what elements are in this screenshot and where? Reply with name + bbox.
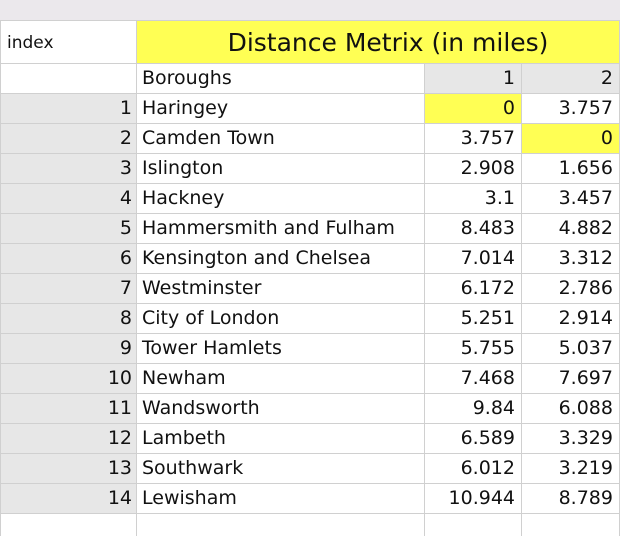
borough-name-cell[interactable]: Islington	[137, 154, 425, 184]
distance-cell-col2[interactable]: 6.088	[522, 394, 620, 424]
row-index-cell[interactable]: 12	[0, 424, 137, 454]
row-index-cell[interactable]: 13	[0, 454, 137, 484]
borough-name-cell[interactable]: Westminster	[137, 274, 425, 304]
row-index-cell[interactable]: 11	[0, 394, 137, 424]
distance-cell-col2[interactable]: 3.757	[522, 94, 620, 124]
row-index-cell[interactable]: 4	[0, 184, 137, 214]
distance-cell-col1[interactable]: 6.172	[425, 274, 522, 304]
borough-name-cell[interactable]: Kensington and Chelsea	[137, 244, 425, 274]
empty-cell[interactable]	[425, 514, 522, 536]
empty-header-cell[interactable]	[0, 64, 137, 94]
distance-cell-col2[interactable]: 2.786	[522, 274, 620, 304]
distance-cell-col1[interactable]: 3.757	[425, 124, 522, 154]
distance-cell-col2[interactable]: 7.697	[522, 364, 620, 394]
borough-name-cell[interactable]: Newham	[137, 364, 425, 394]
distance-cell-col1[interactable]: 0	[425, 94, 522, 124]
col-header-2[interactable]: 2	[522, 64, 620, 94]
empty-cell[interactable]	[0, 514, 137, 536]
distance-cell-col1[interactable]: 5.251	[425, 304, 522, 334]
borough-name-cell[interactable]: Southwark	[137, 454, 425, 484]
top-band	[0, 0, 620, 20]
distance-cell-col1[interactable]: 3.1	[425, 184, 522, 214]
distance-cell-col1[interactable]: 8.483	[425, 214, 522, 244]
distance-cell-col1[interactable]: 6.012	[425, 454, 522, 484]
borough-name-cell[interactable]: Hackney	[137, 184, 425, 214]
row-index-cell[interactable]: 8	[0, 304, 137, 334]
distance-cell-col1[interactable]: 6.589	[425, 424, 522, 454]
distance-cell-col2[interactable]: 0	[522, 124, 620, 154]
distance-cell-col1[interactable]: 5.755	[425, 334, 522, 364]
distance-cell-col2[interactable]: 3.219	[522, 454, 620, 484]
borough-name-cell[interactable]: Wandsworth	[137, 394, 425, 424]
row-index-cell[interactable]: 1	[0, 94, 137, 124]
borough-name-cell[interactable]: City of London	[137, 304, 425, 334]
borough-name-cell[interactable]: Lewisham	[137, 484, 425, 514]
distance-cell-col2[interactable]: 3.329	[522, 424, 620, 454]
boroughs-header-cell[interactable]: Boroughs	[137, 64, 425, 94]
distance-cell-col2[interactable]: 5.037	[522, 334, 620, 364]
distance-cell-col2[interactable]: 8.789	[522, 484, 620, 514]
row-index-cell[interactable]: 9	[0, 334, 137, 364]
distance-cell-col2[interactable]: 4.882	[522, 214, 620, 244]
distance-cell-col1[interactable]: 9.84	[425, 394, 522, 424]
distance-cell-col2[interactable]: 3.312	[522, 244, 620, 274]
row-index-cell[interactable]: 3	[0, 154, 137, 184]
row-index-cell[interactable]: 5	[0, 214, 137, 244]
distance-cell-col1[interactable]: 7.014	[425, 244, 522, 274]
row-index-cell[interactable]: 6	[0, 244, 137, 274]
distance-cell-col2[interactable]: 1.656	[522, 154, 620, 184]
borough-name-cell[interactable]: Tower Hamlets	[137, 334, 425, 364]
borough-name-cell[interactable]: Hammersmith and Fulham	[137, 214, 425, 244]
row-index-cell[interactable]: 14	[0, 484, 137, 514]
index-header-cell[interactable]: index	[0, 20, 137, 64]
distance-cell-col2[interactable]: 2.914	[522, 304, 620, 334]
distance-cell-col1[interactable]: 7.468	[425, 364, 522, 394]
distance-cell-col1[interactable]: 10.944	[425, 484, 522, 514]
borough-name-cell[interactable]: Camden Town	[137, 124, 425, 154]
title-cell[interactable]: Distance Metrix (in miles)	[137, 20, 620, 64]
borough-name-cell[interactable]: Lambeth	[137, 424, 425, 454]
row-index-cell[interactable]: 10	[0, 364, 137, 394]
distance-cell-col2[interactable]: 3.457	[522, 184, 620, 214]
distance-cell-col1[interactable]: 2.908	[425, 154, 522, 184]
row-index-cell[interactable]: 7	[0, 274, 137, 304]
row-index-cell[interactable]: 2	[0, 124, 137, 154]
borough-name-cell[interactable]: Haringey	[137, 94, 425, 124]
empty-cell[interactable]	[137, 514, 425, 536]
col-header-1[interactable]: 1	[425, 64, 522, 94]
empty-cell[interactable]	[522, 514, 620, 536]
